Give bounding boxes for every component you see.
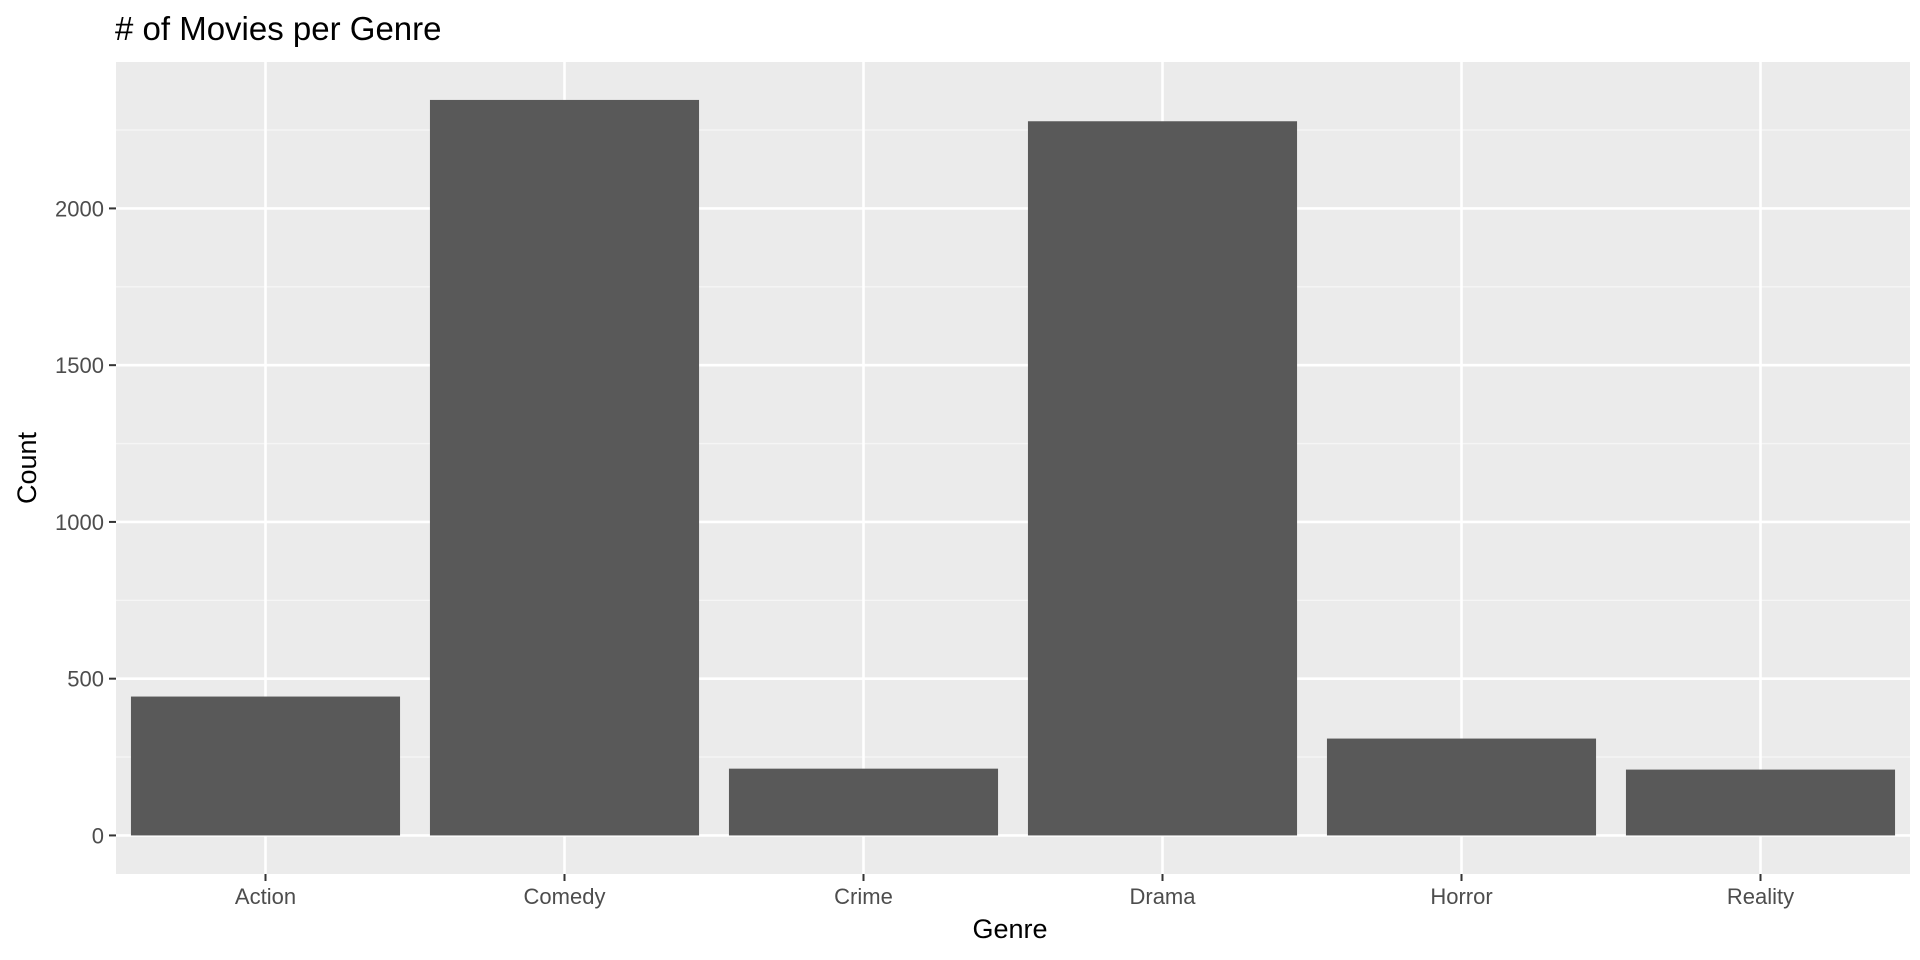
chart-title: # of Movies per Genre — [115, 10, 442, 47]
bar-action — [130, 696, 401, 836]
y-tick-label: 2000 — [55, 196, 104, 221]
y-tick-label: 0 — [92, 823, 104, 848]
plot-panel — [116, 62, 1910, 874]
bars — [130, 99, 1896, 836]
bar-comedy — [429, 99, 700, 836]
x-tick-label-horror: Horror — [1430, 884, 1492, 909]
y-tick-label: 500 — [67, 667, 104, 692]
bar-drama — [1027, 121, 1298, 836]
x-tick-label-drama: Drama — [1129, 884, 1196, 909]
x-tick-label-action: Action — [235, 884, 296, 909]
bar-reality — [1625, 769, 1896, 836]
x-tick-label-comedy: Comedy — [524, 884, 606, 909]
minor-gridlines — [116, 129, 1910, 758]
x-axis: Action Comedy Crime Drama Horror Reality — [235, 874, 1794, 909]
y-axis: 0 500 1000 1500 2000 — [55, 196, 116, 848]
bar-horror — [1326, 738, 1597, 836]
y-tick-label: 1000 — [55, 510, 104, 535]
y-tick-label: 1500 — [55, 353, 104, 378]
x-axis-title: Genre — [972, 914, 1047, 944]
y-axis-title: Count — [12, 431, 42, 504]
bar-crime — [728, 768, 999, 836]
x-tick-label-crime: Crime — [834, 884, 893, 909]
x-tick-label-reality: Reality — [1727, 884, 1794, 909]
